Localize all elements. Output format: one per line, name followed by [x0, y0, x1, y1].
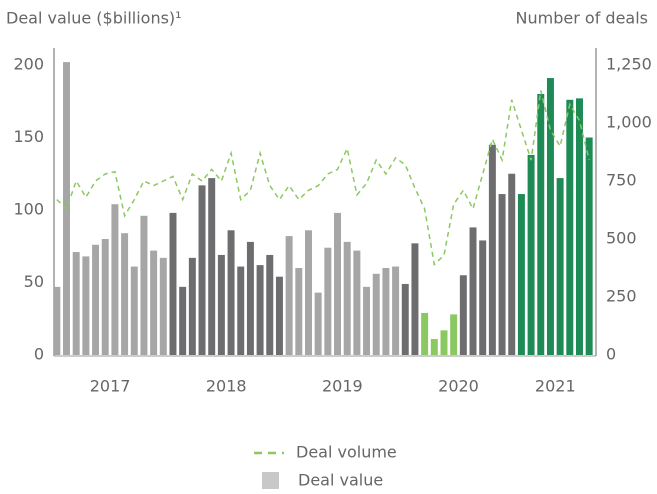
- y-tick-label: 100: [13, 200, 44, 219]
- bar: [256, 265, 264, 355]
- bar: [343, 241, 351, 355]
- bar: [575, 98, 583, 355]
- bar: [440, 330, 448, 355]
- bar: [421, 312, 429, 355]
- bar: [150, 250, 158, 355]
- bar: [314, 292, 322, 355]
- bar: [334, 212, 342, 355]
- bar: [198, 185, 206, 355]
- bar: [324, 247, 332, 355]
- bar: [401, 283, 409, 355]
- y2-tick-label: 500: [606, 229, 637, 248]
- bar: [111, 204, 119, 355]
- bar: [82, 256, 90, 355]
- bar: [285, 236, 293, 355]
- bar: [469, 227, 477, 355]
- bar: [295, 268, 303, 355]
- bar: [275, 276, 283, 355]
- bar: [53, 286, 61, 355]
- bar: [546, 78, 554, 356]
- bar: [92, 244, 100, 355]
- bar: [537, 94, 545, 355]
- x-tick-label: 2017: [90, 377, 131, 396]
- bar: [382, 268, 390, 355]
- bar: [556, 178, 564, 355]
- y2-tick-label: 750: [606, 171, 637, 190]
- legend-label: Deal value: [298, 471, 383, 490]
- bar: [517, 194, 525, 355]
- y-tick-label: 150: [13, 127, 44, 146]
- bar: [450, 314, 458, 355]
- bar: [372, 273, 380, 355]
- bar: [363, 286, 371, 355]
- bar: [459, 275, 467, 355]
- bar: [227, 230, 235, 355]
- y2-tick-label: 250: [606, 287, 637, 306]
- x-tick-label: 2021: [535, 377, 576, 396]
- bar: [353, 250, 361, 355]
- bar: [304, 230, 312, 355]
- bar: [208, 178, 216, 355]
- bar: [237, 266, 245, 355]
- x-tick-label: 2018: [206, 377, 247, 396]
- bar: [566, 99, 574, 355]
- y-tick-label: 200: [13, 55, 44, 74]
- bar: [508, 173, 516, 355]
- x-tick-label: 2020: [438, 377, 479, 396]
- bar: [217, 254, 225, 355]
- bar: [159, 257, 167, 355]
- bar: [140, 215, 148, 355]
- bar: [188, 257, 196, 355]
- bar: [101, 239, 109, 355]
- bar: [411, 243, 419, 355]
- bar: [266, 254, 274, 355]
- legend-swatch: [262, 472, 279, 489]
- x-tick-label: 2019: [322, 377, 363, 396]
- bar: [121, 233, 129, 355]
- bar: [246, 241, 254, 355]
- bar: [392, 266, 400, 355]
- bar: [430, 339, 438, 355]
- y2-axis-label: Number of deals: [516, 9, 648, 28]
- bar: [585, 137, 593, 355]
- y2-tick-label: 1,000: [606, 113, 652, 132]
- bar: [72, 252, 80, 355]
- y-tick-label: 0: [34, 345, 44, 364]
- y-axis-label: Deal value ($billions)¹: [6, 9, 182, 28]
- bar: [179, 286, 187, 355]
- bar: [488, 144, 496, 355]
- line: [56, 90, 590, 267]
- legend-label: Deal volume: [296, 443, 397, 462]
- y2-tick-label: 1,250: [606, 55, 652, 74]
- y2-tick-label: 0: [606, 345, 616, 364]
- y-tick-label: 50: [24, 272, 44, 291]
- bar: [479, 240, 487, 355]
- bar: [169, 212, 177, 355]
- bar: [527, 154, 535, 355]
- bar: [130, 266, 138, 355]
- bar: [498, 194, 506, 355]
